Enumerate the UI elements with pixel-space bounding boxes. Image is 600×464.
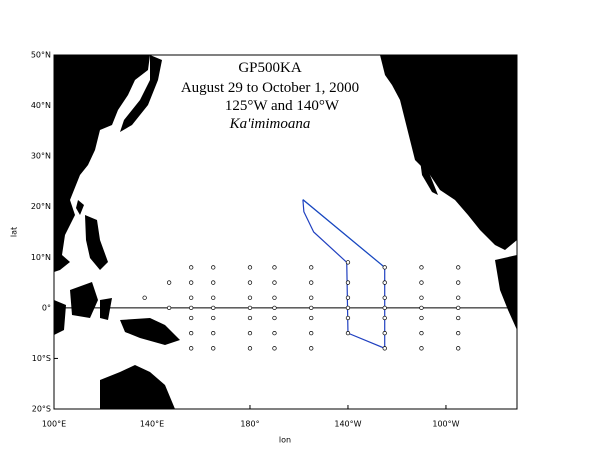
buoy [189, 305, 194, 311]
x-tick-label: 140°W [334, 420, 361, 429]
buoy [247, 295, 253, 300]
buoy [419, 305, 424, 311]
buoy [345, 295, 351, 300]
buoy [309, 295, 314, 300]
buoy [456, 315, 461, 321]
x-axis-label: lon [279, 436, 291, 445]
y-tick-label: 10°S [32, 354, 51, 363]
y-tick-label: 40°N [31, 101, 51, 110]
buoy [419, 265, 424, 270]
y-tick-label: 10°N [31, 253, 51, 262]
buoy [247, 280, 253, 285]
buoy [345, 280, 351, 285]
buoy [456, 330, 461, 336]
buoy [456, 346, 461, 351]
buoy [247, 305, 253, 311]
buoy [456, 265, 461, 270]
buoy [382, 346, 387, 351]
x-tick-label: 100°W [432, 420, 459, 429]
buoy [419, 295, 424, 300]
australia [100, 365, 175, 409]
buoy [247, 315, 253, 321]
buoy [345, 305, 351, 311]
buoy [272, 265, 277, 270]
x-tick-label: 140°E [140, 420, 164, 429]
y-axis-label: lat [10, 227, 19, 237]
taiwan [76, 200, 84, 215]
buoy [247, 330, 253, 336]
buoy [211, 265, 216, 270]
buoy [309, 305, 314, 311]
buoy [211, 295, 216, 300]
buoy [189, 280, 194, 285]
borneo [70, 282, 98, 318]
buoy [456, 280, 461, 285]
buoy [189, 315, 194, 321]
baja [420, 160, 438, 195]
indonesia [54, 298, 112, 335]
buoy [272, 315, 277, 321]
x-tick-label: 100°E [42, 420, 66, 429]
title-line: 125°W and 140°W [225, 98, 340, 114]
buoy [272, 295, 277, 300]
buoy [211, 346, 216, 351]
buoy [345, 315, 351, 321]
north-america [380, 55, 517, 250]
y-tick-label: 0° [42, 303, 51, 312]
buoy [419, 346, 424, 351]
buoy [382, 305, 387, 311]
buoy [272, 330, 277, 336]
buoy [382, 330, 387, 336]
buoy [189, 330, 194, 336]
buoy [309, 330, 314, 336]
buoy [166, 280, 172, 285]
buoy [309, 346, 314, 351]
land [54, 55, 517, 409]
buoy [419, 315, 424, 321]
buoy [211, 305, 216, 311]
japan [120, 55, 162, 132]
buoy [382, 265, 387, 270]
buoy [211, 315, 216, 321]
y-tick-label: 30°N [31, 152, 51, 161]
new-guinea [120, 318, 180, 345]
buoy [419, 330, 424, 336]
buoy [382, 280, 387, 285]
asia [54, 55, 150, 272]
buoy [456, 295, 461, 300]
buoy [309, 280, 314, 285]
buoy [345, 330, 351, 336]
y-tick-label: 20°S [32, 405, 51, 414]
buoy [272, 305, 277, 311]
buoy [142, 295, 147, 300]
ship-track [302, 199, 386, 350]
buoy [189, 295, 194, 300]
x-tick-label: 180° [240, 420, 259, 429]
title-line: GP500KA [238, 60, 302, 76]
buoy [382, 315, 387, 321]
buoy [247, 265, 253, 270]
buoy [166, 305, 172, 311]
y-tick-label: 50°N [31, 51, 51, 60]
buoy [272, 280, 277, 285]
buoy [211, 330, 216, 336]
buoy [382, 295, 387, 300]
subtitle: Ka'imimoana [229, 116, 311, 132]
buoy [456, 305, 461, 311]
buoy [309, 315, 314, 321]
buoy [189, 346, 194, 351]
philippines [85, 215, 108, 270]
y-tick-label: 20°N [31, 202, 51, 211]
south-america [495, 255, 517, 330]
buoy [345, 260, 351, 265]
buoy [211, 280, 216, 285]
buoy [247, 346, 253, 351]
buoy [419, 280, 424, 285]
title-line: August 29 to October 1, 2000 [181, 80, 359, 96]
buoy [189, 265, 194, 270]
frame [53, 54, 518, 410]
buoy [272, 346, 277, 351]
buoy [309, 265, 314, 270]
